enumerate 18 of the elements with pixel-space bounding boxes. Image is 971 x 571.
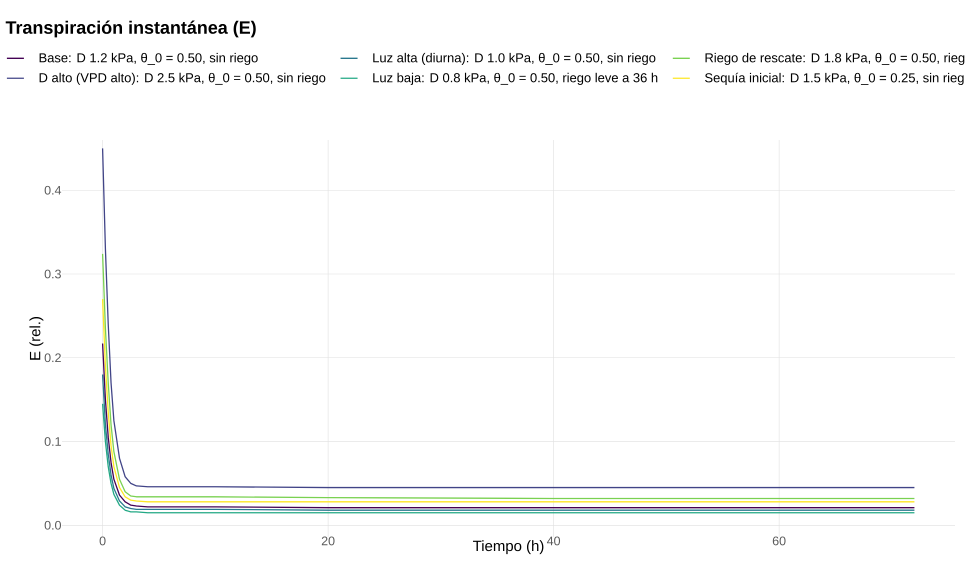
y-axis-title: E (rel.)	[29, 317, 44, 360]
legend-label: Riego de rescate: D 1.8 kPa, θ_0 = 0.50, rieg	[706, 52, 964, 65]
legend-label: Base: D 1.2 kPa, θ_0 = 0.50, sin riego	[40, 52, 258, 65]
y-tick-label: 0.4	[44, 186, 62, 195]
x-tick-label: 0	[100, 536, 106, 546]
legend-label: Luz alta (diurna): D 1.0 kPa, θ_0 = 0.50, sin riego	[373, 52, 656, 65]
x-tick-label: 40	[546, 536, 560, 546]
y-tick-label: 0.3	[44, 270, 61, 278]
y-tick-label: 0.2	[44, 353, 61, 362]
x-tick-label: 20	[322, 536, 335, 546]
x-axis-title: Tiempo (h)	[472, 540, 544, 554]
x-tick-label: 60	[772, 536, 786, 546]
y-tick-label: 0.0	[44, 520, 61, 530]
chart-title: Transpiración instantánea (E)	[6, 20, 256, 38]
legend-label: Sequía inicial: D 1.5 kPa, θ_0 = 0.25, sin rieg	[705, 72, 964, 85]
y-tick-label: 0.1	[44, 437, 61, 446]
legend-label: D alto (VPD alto): D 2.5 kPa, θ_0 = 0.50, sin riego	[40, 72, 326, 85]
legend-label: Luz baja: D 0.8 kPa, θ_0 = 0.50, riego leve a 36 h	[373, 72, 658, 85]
